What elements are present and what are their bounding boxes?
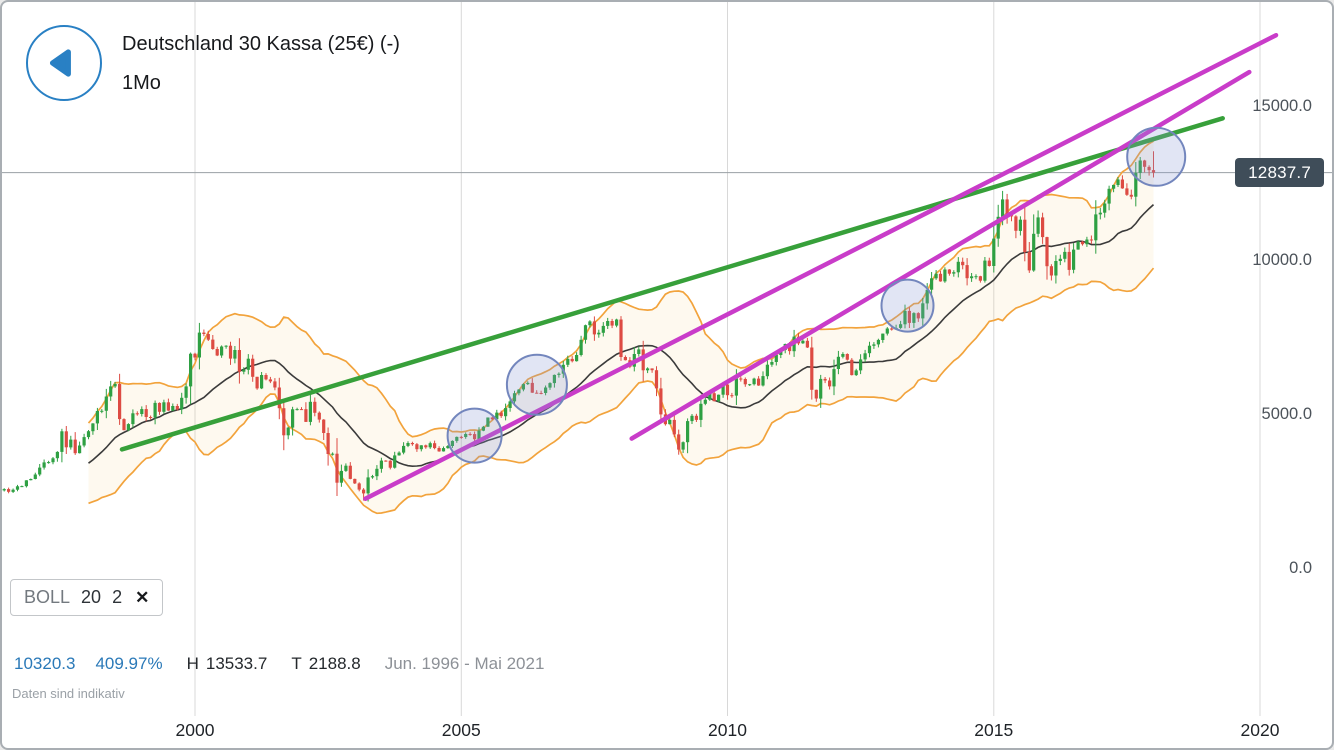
change-absolute: 10320.3 — [14, 654, 76, 673]
timeframe-label: 1Mo — [122, 72, 161, 94]
indicator-period: 20 — [81, 587, 102, 607]
current-price-badge: 12837.7 — [1235, 158, 1324, 187]
indicator-badge-boll[interactable]: BOLL 20 2 ✕ — [10, 579, 164, 616]
period-high: H 13533.7 — [187, 654, 268, 674]
indicator-deviation: 2 — [112, 587, 123, 607]
header-titles: Deutschland 30 Kassa (25€) (-) 1Mo — [122, 25, 400, 96]
back-button[interactable] — [26, 25, 102, 101]
indicator-name: BOLL — [24, 587, 71, 607]
high-value: 13533.7 — [205, 654, 268, 673]
change-percent: 409.97% — [95, 654, 163, 673]
disclaimer-text: Daten sind indikativ — [12, 686, 125, 701]
low-label: T — [291, 654, 302, 673]
date-range: Jun. 1996 - Mai 2021 — [384, 654, 545, 673]
period-low: T 2188.8 — [291, 654, 360, 674]
chart-statistics: 10320.3 409.97% H 13533.7 T 2188.8 Jun. 19… — [14, 654, 544, 674]
indicator-remove-icon[interactable]: ✕ — [135, 587, 150, 607]
chart-header: Deutschland 30 Kassa (25€) (-) 1Mo — [26, 25, 400, 101]
high-label: H — [186, 654, 199, 673]
instrument-title: Deutschland 30 Kassa (25€) (-) — [122, 33, 400, 55]
back-arrow-icon — [49, 49, 71, 77]
low-value: 2188.8 — [308, 654, 361, 673]
